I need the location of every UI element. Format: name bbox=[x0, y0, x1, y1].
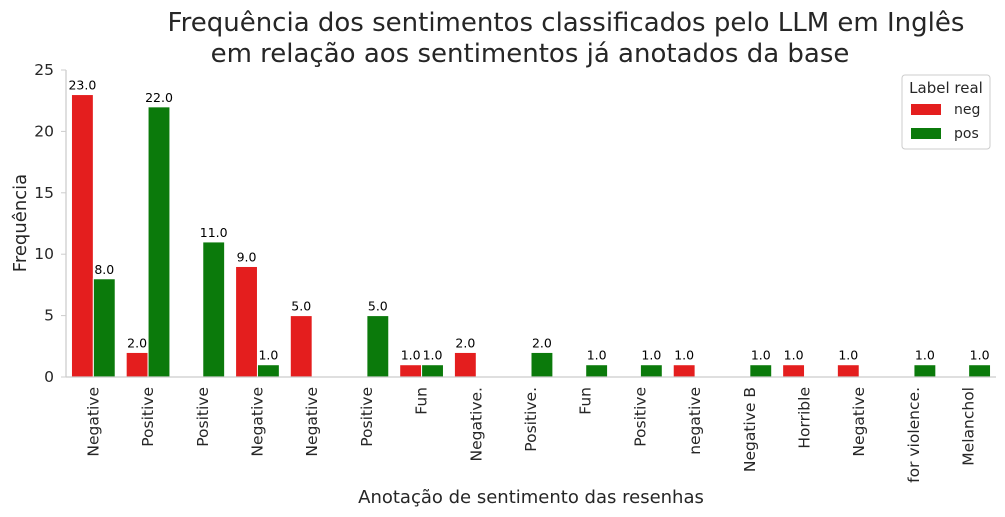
x-tick-label: Positive bbox=[358, 387, 376, 447]
bar-pos bbox=[585, 364, 609, 378]
bar-pos bbox=[366, 315, 390, 378]
y-axis-label: Frequência bbox=[10, 174, 31, 272]
bar-value-label: 22.0 bbox=[145, 90, 173, 105]
x-tick-label: Melanchol bbox=[960, 387, 978, 466]
bar-value-label: 1.0 bbox=[401, 348, 421, 363]
bar-neg bbox=[782, 364, 806, 378]
legend-label-pos: pos bbox=[954, 126, 979, 142]
bar-pos bbox=[639, 364, 663, 378]
y-tick-label: 25 bbox=[34, 61, 54, 79]
bar-value-label: 1.0 bbox=[784, 348, 804, 363]
bar-pos bbox=[913, 364, 937, 378]
x-tick-label: for violence. bbox=[905, 387, 923, 483]
bar-neg bbox=[70, 94, 94, 378]
y-tick-label: 20 bbox=[34, 122, 54, 140]
x-axis-label: Anotação de sentimento das resenhas bbox=[358, 487, 704, 508]
bar-neg bbox=[125, 351, 149, 378]
bar-pos bbox=[530, 351, 554, 378]
x-tick-label: Negative bbox=[850, 387, 868, 457]
bar-value-label: 1.0 bbox=[838, 348, 858, 363]
x-tick-label: Negative B bbox=[741, 387, 759, 472]
legend-swatch-pos bbox=[911, 128, 941, 139]
bar-pos bbox=[749, 364, 773, 378]
bar-neg bbox=[399, 364, 423, 378]
bar-value-label: 2.0 bbox=[455, 335, 475, 350]
bar-value-label: 9.0 bbox=[237, 249, 257, 264]
y-tick-label: 15 bbox=[34, 184, 54, 202]
x-tick-label: Negative bbox=[84, 387, 102, 457]
legend-swatch-neg bbox=[911, 104, 941, 115]
x-tick-label: Positive. bbox=[522, 387, 540, 452]
legend-title: Label real bbox=[909, 79, 983, 97]
bar-value-label: 1.0 bbox=[970, 348, 990, 363]
bar-pos bbox=[92, 278, 116, 378]
bar-pos bbox=[256, 364, 280, 378]
bar-value-label: 1.0 bbox=[751, 348, 771, 363]
x-tick-label: Negative. bbox=[467, 387, 485, 462]
y-tick-label: 5 bbox=[44, 307, 54, 325]
bar-value-label: 1.0 bbox=[915, 348, 935, 363]
bar-neg bbox=[235, 265, 258, 378]
bar-value-label: 1.0 bbox=[258, 348, 278, 363]
bar-pos bbox=[202, 241, 226, 378]
bar-value-label: 5.0 bbox=[291, 299, 311, 314]
chart-title-line-2: em relação aos sentimentos já anotados d… bbox=[211, 39, 850, 69]
bar-pos bbox=[147, 106, 171, 378]
bar-value-label: 23.0 bbox=[68, 78, 96, 93]
bar-pos bbox=[421, 364, 444, 378]
x-tick-label: Negative bbox=[248, 387, 266, 457]
x-tick-label: negative bbox=[686, 387, 704, 455]
legend-label-neg: neg bbox=[954, 102, 980, 118]
y-tick-label: 0 bbox=[44, 368, 54, 386]
bar-neg bbox=[289, 315, 313, 378]
x-tick-label: Horrible bbox=[796, 387, 814, 449]
bar-neg bbox=[672, 364, 696, 378]
x-tick-label: Fun bbox=[413, 387, 431, 415]
bar-value-label: 2.0 bbox=[127, 335, 147, 350]
bar-neg bbox=[836, 364, 860, 378]
bar-pos bbox=[968, 364, 992, 378]
plot-area: 0 5 10 15 20 25 23.0 8.0 Negative 2.0 22.0 Positive… bbox=[34, 61, 992, 483]
bar-value-label: 1.0 bbox=[641, 348, 661, 363]
bar-value-label: 1.0 bbox=[587, 348, 607, 363]
x-tick-label: Positive bbox=[139, 387, 157, 447]
x-tick-label: Positive bbox=[194, 387, 212, 447]
bar-value-label: 8.0 bbox=[94, 262, 114, 277]
bar-value-label: 1.0 bbox=[423, 348, 443, 363]
legend: Label real neg pos bbox=[901, 74, 991, 150]
bar-value-label: 5.0 bbox=[368, 299, 388, 314]
x-tick-label: Negative bbox=[303, 387, 321, 457]
x-tick-label: Positive bbox=[631, 387, 649, 447]
y-tick-label: 10 bbox=[34, 245, 54, 263]
bar-value-label: 11.0 bbox=[200, 225, 228, 240]
x-tick-label: Fun bbox=[577, 387, 595, 415]
chart-title-line-1: Frequência dos sentimentos classificados… bbox=[168, 8, 965, 38]
bar-neg bbox=[453, 351, 477, 378]
bar-value-label: 2.0 bbox=[532, 335, 552, 350]
bar-value-label: 1.0 bbox=[674, 348, 694, 363]
